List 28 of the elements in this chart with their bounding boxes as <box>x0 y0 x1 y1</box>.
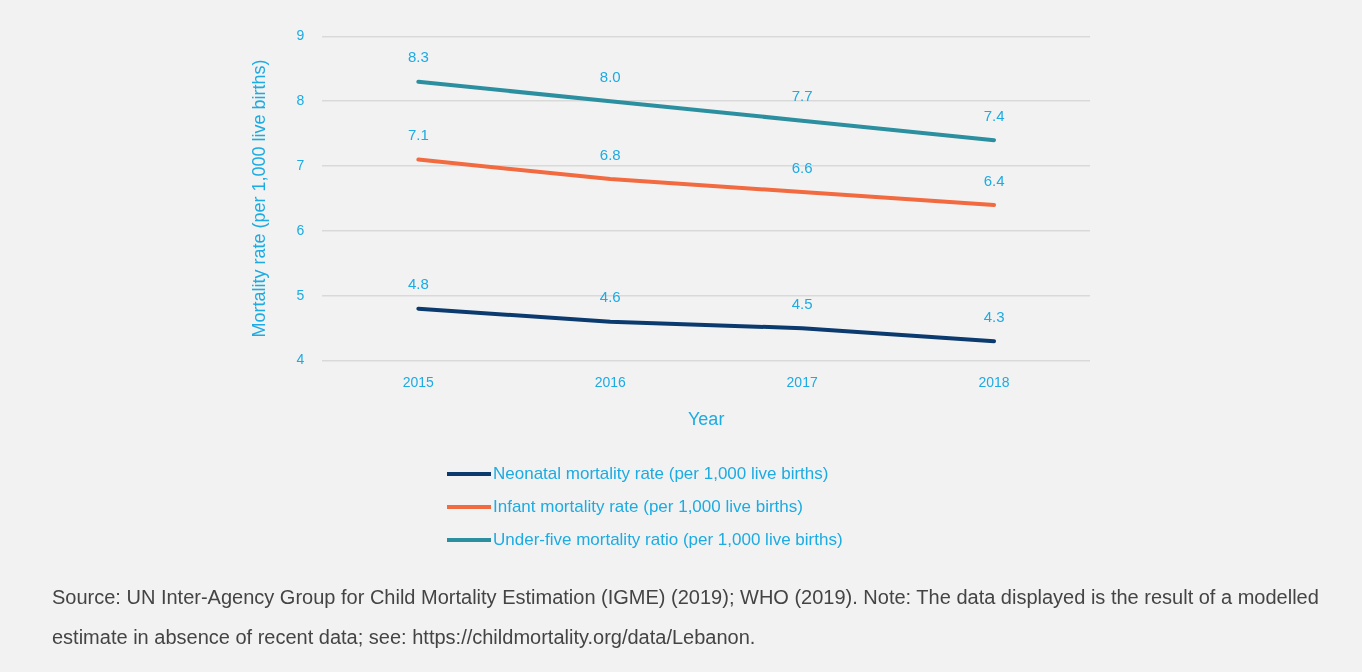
data-label: 4.8 <box>407 275 429 293</box>
legend-label: Neonatal mortality rate (per 1,000 live births) <box>493 463 829 484</box>
x-tick-label: 2016 <box>594 373 627 390</box>
data-label: 4.5 <box>791 294 813 312</box>
x-axis-title: Year <box>688 409 725 430</box>
x-tick-label: 2018 <box>978 373 1010 390</box>
y-axis-title: Mortality rate (per 1,000 live births) <box>248 59 269 338</box>
legend-label: Infant mortality rate (per 1,000 live births) <box>493 496 803 517</box>
data-label: 7.7 <box>791 87 813 105</box>
source-note: Source: UN Inter-Agency Group for Child Mortality Estimation (IGME) (2019); WHO (2019). Note: The data displayed is the result of a modelled estimate in absence of recent data; see: https://childmortality.org/data/Lebanon. <box>52 585 1320 650</box>
data-label: 6.8 <box>599 145 621 163</box>
y-tick-label: 6 <box>296 221 305 238</box>
data-label: 7.4 <box>983 106 1005 124</box>
y-tick-label: 8 <box>296 92 305 109</box>
data-label: 7.1 <box>407 126 429 144</box>
y-tick-label: 5 <box>296 286 305 303</box>
y-tick-label: 9 <box>296 27 305 44</box>
y-tick-label: 4 <box>296 351 305 368</box>
y-tick-label: 7 <box>296 156 305 173</box>
legend-label: Under-five mortality ratio (per 1,000 live births) <box>493 529 843 550</box>
data-label: 8.0 <box>599 67 621 85</box>
x-tick-label: 2017 <box>786 373 818 390</box>
x-tick-label: 2015 <box>402 373 435 390</box>
data-label: 8.3 <box>407 48 429 66</box>
data-label: 6.6 <box>791 158 813 176</box>
data-label: 4.3 <box>983 307 1005 325</box>
data-label: 4.6 <box>599 288 621 306</box>
data-label: 6.4 <box>983 171 1005 189</box>
